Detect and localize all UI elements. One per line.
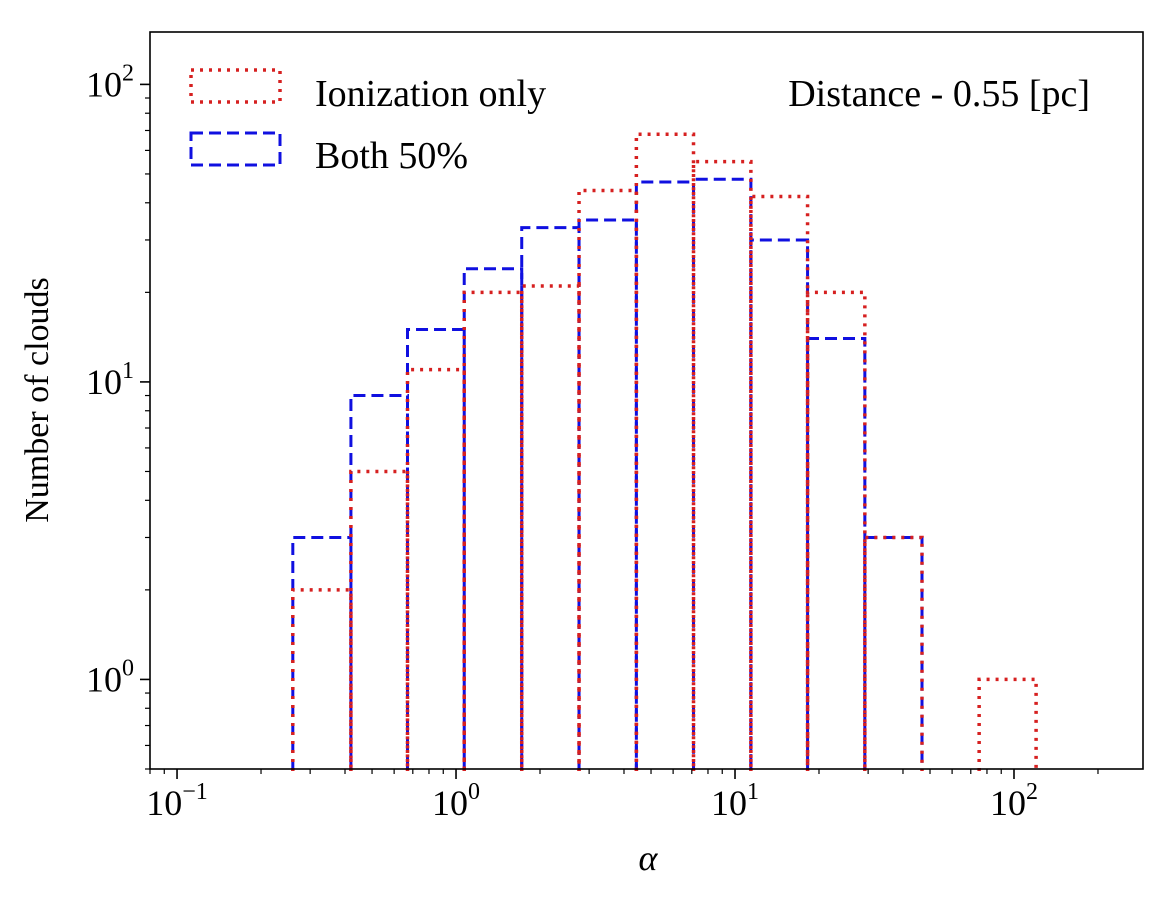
x-tick-label: 10−1	[146, 779, 208, 823]
bar	[806, 336, 867, 771]
bar	[519, 284, 581, 771]
bar	[520, 226, 581, 771]
legend-swatch-ionization-only	[189, 68, 282, 104]
bar	[291, 588, 353, 771]
bar	[749, 238, 810, 771]
bar	[805, 290, 867, 771]
bar	[634, 132, 696, 771]
x-axis-label: α	[639, 838, 659, 878]
series-ionization-only	[291, 132, 1038, 771]
legend-label-both-50: Both 50%	[315, 135, 468, 177]
legend-swatch-both-50	[189, 131, 282, 167]
bar	[691, 159, 753, 771]
x-tick-label: 100	[432, 779, 480, 823]
distance-annotation: Distance - 0.55 [pc]	[788, 73, 1090, 115]
bar	[863, 535, 924, 771]
bar	[462, 267, 524, 771]
x-tick-label: 102	[990, 779, 1038, 823]
legend: Ionization only Both 50%	[189, 68, 546, 177]
plot-frame	[149, 31, 1144, 770]
bar	[405, 367, 466, 771]
ticks-layer	[140, 83, 1099, 779]
bar	[634, 180, 696, 771]
bar	[749, 194, 810, 771]
legend-label-ionization-only: Ionization only	[315, 73, 546, 115]
bar	[692, 177, 753, 771]
y-axis-label: Number of clouds	[19, 277, 56, 523]
bar	[349, 394, 410, 771]
bar	[863, 535, 924, 771]
y-tick-label: 102	[86, 60, 134, 104]
bar	[977, 677, 1038, 771]
bar	[577, 188, 639, 771]
tick-labels: 10−1 100 101 102 100 101 102	[86, 60, 1038, 823]
bar	[462, 290, 524, 771]
x-tick-label: 101	[711, 779, 759, 823]
bar	[349, 469, 410, 771]
bar	[406, 328, 466, 771]
y-tick-label: 101	[86, 358, 134, 402]
bar	[291, 535, 353, 771]
series-both-50	[291, 177, 924, 771]
bars-layer	[291, 132, 1038, 771]
bar	[577, 218, 638, 771]
y-tick-label: 100	[86, 655, 134, 699]
